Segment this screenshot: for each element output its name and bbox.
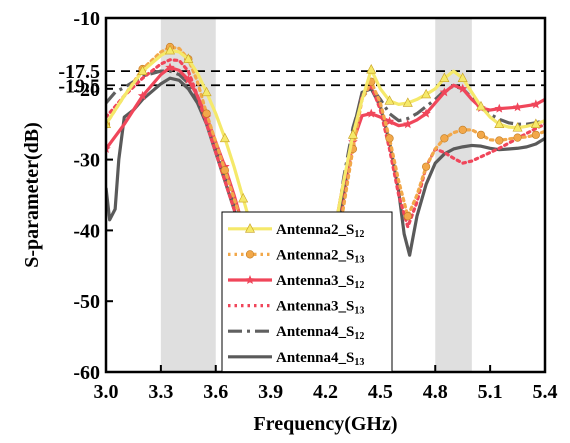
y-tick-label-5: -60: [73, 362, 100, 384]
series-1-point-28: [440, 134, 449, 143]
series-2-point-30: [457, 83, 468, 93]
series-line-1: [106, 45, 545, 303]
x-tick-label-2: 3.6: [203, 381, 228, 403]
y-tick-label-0: -10: [73, 8, 100, 30]
series-0-point-12: [238, 192, 249, 203]
reference-label-1: -19.5: [58, 75, 100, 97]
y-tick-label-3: -40: [73, 220, 100, 242]
series-0-point-4: [165, 44, 176, 55]
legend-label-4: Antenna4_S12: [276, 324, 364, 342]
x-axis-ticks: 3.0 3.3 3.6 3.9 4.2 4.5 4.8 5.1 5.4: [94, 365, 558, 403]
series-2-point-6: [183, 74, 194, 84]
x-tick-label-3: 3.9: [258, 381, 283, 403]
series-0-point-2: [137, 65, 148, 75]
series-0-point-32: [475, 100, 486, 111]
x-tick-label-0: 3.0: [94, 381, 119, 403]
legend-label-sub-5: 13: [354, 357, 364, 368]
series-1-point-38: [531, 130, 540, 139]
legend-label-main-5: Antenna4_S: [276, 350, 354, 366]
x-tick-label-4: 4.2: [313, 381, 338, 403]
series-0-point-20: [366, 64, 377, 74]
series-2-point-4: [165, 62, 175, 72]
legend-label-sub-3: 13: [354, 306, 364, 317]
legend-marker-0: [245, 223, 255, 233]
legend-label-main-1: Antenna2_S: [276, 247, 354, 263]
series-line-0: [106, 48, 545, 279]
series-0-point-10: [219, 132, 230, 143]
reference-lines: -17.5-19.5: [58, 61, 545, 97]
legend-label-sub-4: 12: [354, 331, 364, 342]
legend-label-0: Antenna2_S12: [276, 222, 364, 240]
shaded-band-1: [435, 18, 472, 372]
legend-label-sub-2: 12: [354, 280, 364, 291]
series-2-point-22: [384, 116, 395, 126]
y-tick-label-1: -20: [73, 79, 100, 101]
y-axis-ticks: -10 -20 -30 -40 -50 -60: [73, 8, 113, 384]
legend-label-main-4: Antenna4_S: [276, 324, 354, 340]
series-1-point-30: [458, 125, 467, 134]
series-0-point-22: [384, 95, 395, 105]
series-0-point-18: [347, 129, 358, 139]
series-1-point-8: [202, 109, 211, 118]
legend-marker-2: [245, 275, 255, 285]
legend-label-main-0: Antenna2_S: [276, 222, 354, 238]
series-1-point-22: [385, 134, 394, 143]
legend-label-5: Antenna4_S13: [276, 350, 364, 368]
legend-label-sub-0: 12: [354, 229, 364, 240]
legend-box: [221, 211, 393, 373]
series-1-point-10: [220, 166, 229, 175]
x-tick-label-8: 5.4: [533, 381, 558, 403]
series-2-point-20: [366, 108, 376, 118]
series-2-point-38: [531, 99, 541, 109]
series-1-point-24: [403, 212, 412, 221]
y-tick-label-4: -50: [73, 291, 100, 313]
series-0-point-6: [183, 53, 194, 63]
x-tick-label-5: 4.5: [368, 381, 393, 403]
series-0-point-8: [201, 86, 212, 97]
series-2-point-24: [403, 119, 413, 129]
series-1-point-26: [422, 162, 431, 171]
legend-label-main-3: Antenna3_S: [276, 299, 354, 315]
series-2-point-2: [137, 90, 148, 100]
series-0-point-30: [457, 72, 468, 82]
x-tick-label-1: 3.3: [148, 381, 173, 403]
series-line-2: [106, 65, 545, 310]
y-tick-label-2: -30: [73, 150, 100, 172]
series-2-point-28: [439, 87, 450, 97]
series-0-point-34: [494, 118, 505, 128]
reference-label-0: -17.5: [58, 61, 100, 83]
legend-label-2: Antenna3_S12: [276, 273, 364, 291]
legend-label-3: Antenna3_S13: [276, 299, 364, 317]
series-2-point-36: [512, 102, 523, 112]
y-axis-label: S-parameter(dB): [21, 122, 43, 268]
legend-label-1: Antenna2_S13: [276, 247, 364, 265]
x-tick-label-6: 4.8: [423, 381, 448, 403]
series-2-point-34: [494, 103, 505, 113]
legend-label-sub-1: 13: [354, 254, 364, 265]
x-tick-label-7: 5.1: [478, 381, 503, 403]
legend: Antenna2_S12Antenna2_S13Antenna3_S12Ante…: [221, 211, 393, 373]
series-0-point-36: [512, 122, 523, 132]
x-axis-label: Frequency(GHz): [253, 413, 397, 435]
series-1-point-36: [513, 133, 522, 142]
series-0: [106, 44, 545, 279]
series-1-point-34: [495, 136, 504, 145]
series-0-point-24: [402, 97, 413, 107]
series-0-point-28: [439, 72, 450, 82]
series-1-point-32: [476, 130, 486, 139]
legend-marker-1: [245, 250, 255, 259]
legend-label-main-2: Antenna3_S: [276, 273, 354, 289]
series-2-point-26: [421, 108, 431, 118]
series-0-point-26: [421, 88, 432, 99]
series-0-point-38: [530, 118, 541, 128]
